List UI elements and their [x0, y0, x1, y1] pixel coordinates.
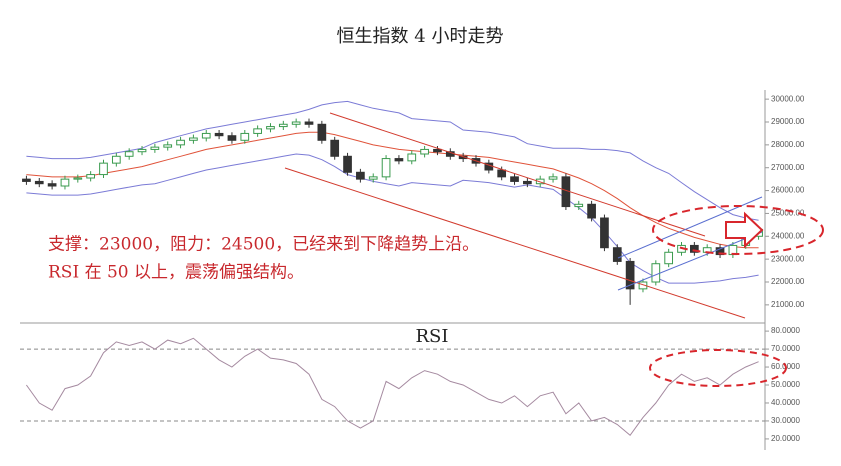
candle-body	[638, 281, 648, 290]
highlight-ellipse	[652, 205, 824, 255]
candle-body	[356, 171, 365, 180]
candle-body	[240, 132, 250, 141]
rsi-highlight-ellipse	[649, 349, 787, 387]
candle-body	[60, 178, 70, 187]
candle-body	[163, 144, 173, 148]
downtrend-lower	[284, 167, 746, 319]
candle-body	[189, 137, 198, 141]
band-line	[26, 131, 759, 249]
candle-body	[137, 148, 147, 153]
y-tick-label: 24000.00	[771, 231, 805, 240]
candle-body	[214, 132, 224, 137]
downtrend-upper	[329, 112, 706, 237]
candle-body	[574, 203, 584, 208]
candle-body	[266, 126, 275, 130]
arrow	[725, 211, 764, 249]
y-tick-label: 30.0000	[771, 416, 800, 425]
rsi-title: RSI	[416, 326, 449, 347]
candle-body	[150, 146, 160, 150]
candle-body	[99, 162, 108, 176]
y-tick-label: 27000.00	[771, 163, 805, 172]
candle-body	[433, 148, 442, 153]
candle-body	[381, 158, 391, 178]
y-tick-label: 50.0000	[771, 380, 800, 389]
candle-body	[625, 260, 635, 290]
candle-body	[47, 183, 57, 187]
candle-body	[523, 180, 532, 185]
candle-body	[34, 180, 44, 185]
annotation: RSI 在 50 以上，震荡偏强结构。	[48, 263, 304, 283]
y-tick-label: 40.0000	[771, 398, 800, 407]
candle-body	[690, 244, 699, 253]
y-tick-label: 26000.00	[771, 186, 805, 195]
candle-body	[253, 128, 262, 134]
candle-body	[278, 123, 288, 128]
candle-body	[291, 121, 301, 125]
candle-body	[651, 263, 661, 283]
candle-body	[343, 155, 352, 173]
candle-body	[664, 251, 674, 265]
y-tick-label: 25000.00	[771, 209, 805, 218]
candle-body	[124, 151, 134, 157]
candle-body	[86, 174, 96, 179]
candle-body	[497, 169, 507, 178]
candle-body	[227, 135, 237, 141]
candle-body	[176, 139, 185, 146]
chart-title: 恒生指数 4 小时走势	[337, 26, 504, 47]
candle-body	[317, 123, 327, 141]
candle-body	[330, 139, 340, 157]
y-tick-label: 70.0000	[771, 344, 800, 353]
candle-body	[715, 247, 725, 256]
candle-body	[201, 132, 211, 139]
candle-body	[111, 155, 121, 164]
uptrend-upper	[617, 196, 763, 259]
candle-body	[548, 176, 558, 180]
candle-body	[407, 153, 417, 162]
candle-body	[600, 217, 609, 249]
y-tick-label: 21000.00	[771, 300, 805, 309]
y-tick-label: 20.0000	[771, 434, 800, 443]
candle-body	[304, 121, 314, 125]
rsi-line	[25, 337, 759, 437]
candle-body	[368, 176, 378, 180]
candle-body	[394, 158, 404, 162]
annotation: 支撑：23000，阻力：24500，已经来到下降趋势上沿。	[48, 235, 479, 255]
candle-body	[510, 176, 519, 182]
candle-body	[73, 177, 83, 180]
candle-body	[420, 148, 429, 155]
candle-body	[587, 203, 596, 219]
candle-body	[612, 247, 622, 262]
y-tick-label: 80.0000	[771, 326, 800, 335]
y-tick-label: 29000.00	[771, 117, 805, 126]
y-tick-label: 23000.00	[771, 254, 805, 263]
uptrend-lower	[617, 231, 763, 291]
candle-body	[22, 178, 31, 182]
band-line	[26, 100, 759, 221]
y-tick-label: 28000.00	[771, 140, 805, 149]
y-tick-label: 22000.00	[771, 277, 805, 286]
band-line	[26, 153, 759, 284]
y-tick-label: 30000.00	[771, 94, 805, 103]
